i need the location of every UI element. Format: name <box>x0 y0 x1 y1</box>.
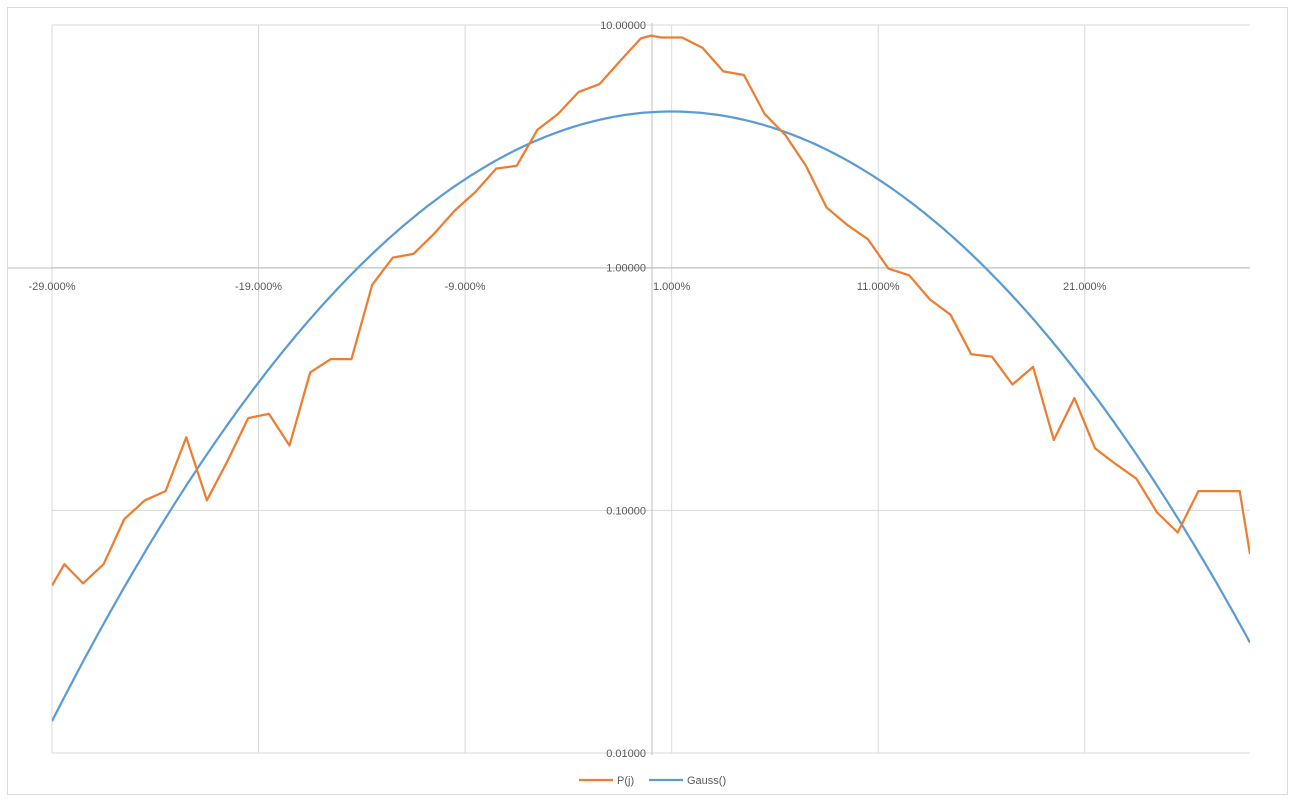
y-tick-label: 0.10000 <box>606 505 646 517</box>
series-line-gauss <box>52 110 1250 722</box>
x-tick-label: -19.000% <box>235 281 282 293</box>
legend-label: Gauss() <box>687 775 726 787</box>
gridlines <box>8 23 1250 755</box>
y-tick-label: 0.01000 <box>606 748 646 760</box>
y-tick-label: 10.00000 <box>600 20 646 32</box>
x-tick-label: -29.000% <box>28 281 75 293</box>
legend: P(j) Gauss() <box>579 775 726 787</box>
y-tick-label: 1.00000 <box>606 263 646 275</box>
x-tick-label: 1.000% <box>653 281 691 293</box>
chart-area: 10.00000 1.00000 0.10000 0.01000 -29.000% -19… <box>7 7 1288 795</box>
x-tick-label: -9.000% <box>445 281 486 293</box>
legend-label: P(j) <box>617 775 634 787</box>
legend-item-pj: P(j) <box>579 775 634 787</box>
tick-labels: 10.00000 1.00000 0.10000 0.01000 -29.000% -19… <box>28 20 1106 760</box>
legend-item-gauss: Gauss() <box>649 775 726 787</box>
series-line-pj <box>52 34 1250 587</box>
series-lines <box>52 34 1250 722</box>
x-tick-label: 11.000% <box>857 281 900 293</box>
line-chart: 10.00000 1.00000 0.10000 0.01000 -29.000% -19… <box>8 20 1250 787</box>
x-tick-label: 21.000% <box>1063 281 1107 293</box>
